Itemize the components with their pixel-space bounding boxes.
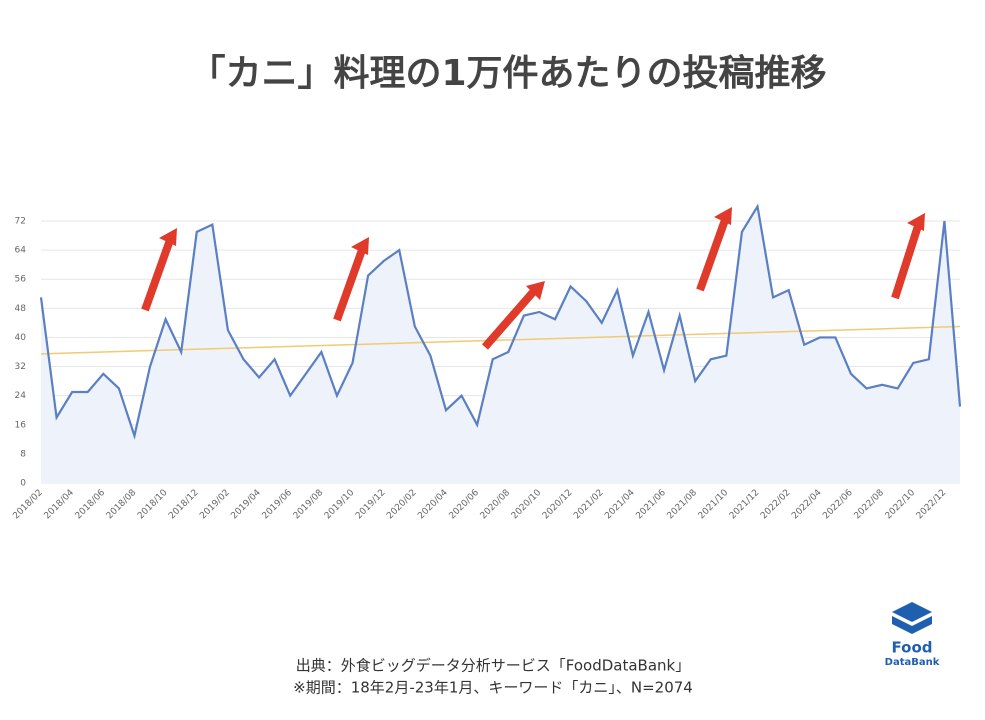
area: [41, 206, 960, 483]
x-tick-label: 2018/02: [11, 488, 45, 522]
chart-title: 「カニ」料理の1万件あたりの投稿推移: [189, 53, 826, 94]
x-tick-label: 2022/12: [915, 488, 949, 522]
y-tick-label: 16: [15, 420, 27, 430]
x-tick-label: 2020/08: [479, 488, 513, 522]
x-tick-label: 2022/08: [852, 488, 886, 522]
x-tick-label: 2021/12: [728, 488, 762, 522]
x-tick-label: 2022/06: [821, 488, 855, 522]
y-tick-label: 8: [20, 449, 26, 459]
x-tick-label: 2018/04: [43, 488, 77, 522]
x-tick-label: 2020/10: [510, 488, 544, 522]
arrow: [141, 228, 177, 312]
x-tick-label: 2019/06: [261, 488, 295, 522]
x-tick-label: 2018/08: [105, 488, 139, 522]
x-tick-label: 2022/04: [790, 488, 824, 522]
x-tick-label: 2020/06: [448, 488, 482, 522]
source: 出典：外食ビッグデータ分析サービス「FoodDataBank」: [296, 657, 690, 675]
y-tick-label: 72: [15, 217, 26, 227]
source: ※期間：18年2月-23年1月、キーワード「カニ」、N=2074: [293, 679, 693, 697]
x-tick-label: 2021/06: [634, 488, 668, 522]
x-tick-label: 2021/10: [697, 488, 731, 522]
logo-text: DataBank: [885, 657, 940, 668]
x-tick-label: 2019/04: [229, 488, 263, 522]
y-tick-label: 0: [20, 479, 26, 489]
x-tick-label: 2020/04: [416, 488, 450, 522]
x-tick-label: 2022/02: [759, 488, 793, 522]
x-tick-label: 2021/04: [603, 488, 637, 522]
x-tick-label: 2019/12: [354, 488, 388, 522]
x-tick-label: 2020/12: [541, 488, 575, 522]
x-tick-label: 2021/08: [666, 488, 700, 522]
arrow: [891, 213, 925, 300]
x-tick-label: 2019/02: [198, 488, 232, 522]
y-tick-label: 48: [15, 304, 27, 314]
y-tick-label: 24: [15, 391, 27, 401]
x-tick-label: 2022/10: [884, 488, 918, 522]
arrow: [481, 281, 545, 350]
trend-line: [40, 325, 961, 355]
arrow: [696, 207, 732, 292]
x-tick-label: 2018/12: [167, 488, 201, 522]
series-line: [39, 203, 962, 440]
arrows: [141, 207, 925, 350]
x-tick-label: 2018/06: [74, 488, 108, 522]
x-tick-label: 2018/10: [136, 488, 170, 522]
y-tick-label: 64: [15, 246, 27, 256]
logo-text: Food: [892, 639, 933, 657]
x-tick-label: 2019/08: [292, 488, 326, 522]
logo: Food DataBank: [885, 602, 940, 668]
x-tick-label: 2021/02: [572, 488, 606, 522]
y-tick-label: 32: [15, 362, 26, 372]
arrow: [333, 237, 369, 322]
y-tick-label: 40: [15, 333, 27, 343]
plot: 0816243240485664722018/022018/042018/062…: [11, 203, 962, 522]
x-tick-label: 2020/02: [385, 488, 419, 522]
x-tick-label: 2019/10: [323, 488, 357, 522]
y-tick-label: 56: [15, 275, 27, 285]
